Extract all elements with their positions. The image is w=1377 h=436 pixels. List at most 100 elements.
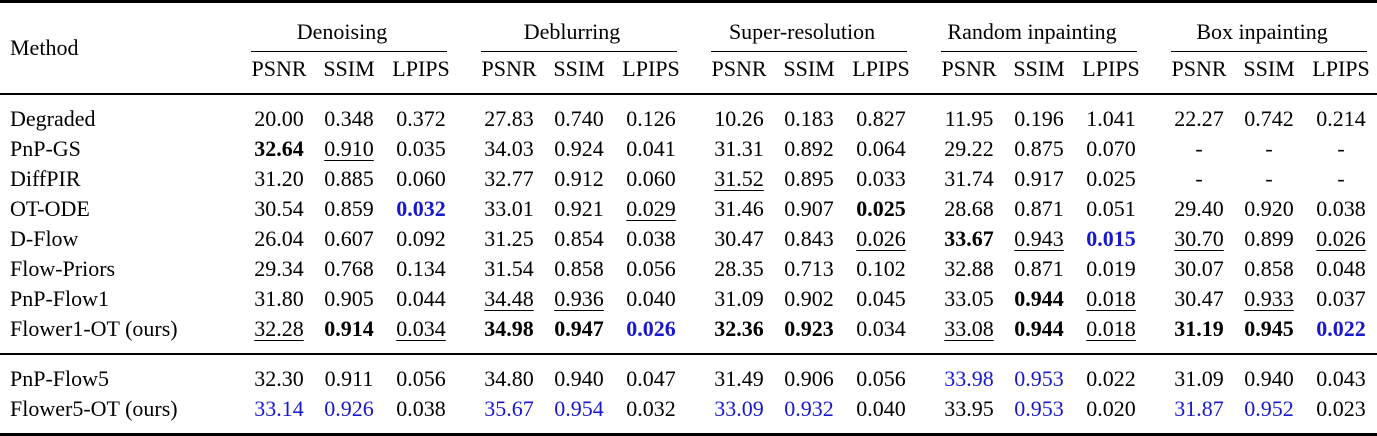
metric-value: 0.827 [856,106,906,131]
metric-value: 0.768 [324,256,374,281]
metric-value: 34.03 [484,136,534,161]
metric-cell: 34.80 [457,354,543,394]
metric-value: 0.940 [554,366,604,391]
metric-value: 0.932 [784,396,834,421]
table-row: D-Flow 26.04 0.607 0.092 31.25 0.854 0.038 30.4… [0,224,1377,254]
metric-value: 0.947 [554,316,604,341]
metric-value: 0.936 [554,286,604,311]
metric-value: 0.045 [856,286,906,311]
metric-cell: 33.67 [917,224,1003,254]
metric-value: 30.54 [254,196,304,221]
metric-cell: - [1233,134,1305,164]
group-underline-rule [711,51,908,52]
task-group-label: Box inpainting [1196,19,1328,44]
method-cell: Flower1-OT (ours) [10,316,178,341]
metric-cell: 0.043 [1305,354,1377,394]
metric-value: 33.67 [944,226,994,251]
metric-column-header: LPIPS [1082,56,1140,81]
metric-cell: 0.912 [543,164,615,194]
metric-cell: 0.911 [313,354,385,394]
metric-column-header: PSNR [481,56,537,81]
metric-cell: 31.20 [227,164,313,194]
metric-value: 0.032 [396,196,446,221]
metric-cell: 31.09 [1147,354,1233,394]
metric-cell: 0.947 [543,314,615,354]
metric-value: 0.019 [1086,256,1136,281]
metric-value: 32.30 [254,366,304,391]
metric-value: 0.892 [784,136,834,161]
metric-value: 20.00 [254,106,304,131]
metric-cell: 0.134 [385,254,457,284]
metric-cell: 33.08 [917,314,1003,354]
metric-cell: 0.943 [1003,224,1075,254]
method-cell: Flower5-OT (ours) [10,396,178,421]
metric-cell: 0.885 [313,164,385,194]
metric-value: 33.95 [944,396,994,421]
metric-value: 0.858 [554,256,604,281]
metric-cell: 31.31 [687,134,773,164]
metric-value: 0.921 [554,196,604,221]
metric-cell: 0.056 [845,354,917,394]
metric-cell: 35.67 [457,394,543,435]
metric-cell: 34.98 [457,314,543,354]
metric-value: 30.47 [1174,286,1224,311]
metric-cell: 30.70 [1147,224,1233,254]
metric-cell: - [1233,164,1305,194]
metric-cell: 30.07 [1147,254,1233,284]
metric-cell: 0.910 [313,134,385,164]
metric-cell: 0.907 [773,194,845,224]
metric-cell: 31.87 [1147,394,1233,435]
metric-cell: 0.037 [1305,284,1377,314]
metric-value: - [1265,136,1273,161]
metric-value: 0.060 [626,166,676,191]
metric-value: 0.607 [324,226,374,251]
metric-column-header: LPIPS [622,56,680,81]
metric-cell: 0.905 [313,284,385,314]
metric-cell: 32.30 [227,354,313,394]
metric-cell: 32.64 [227,134,313,164]
metric-value: 0.102 [856,256,906,281]
metric-value: 0.940 [1244,366,1294,391]
metric-value: 30.07 [1174,256,1224,281]
method-cell: Flow-Priors [10,256,116,281]
metric-column-header: LPIPS [392,56,450,81]
metric-value: 0.902 [784,286,834,311]
metric-value: 0.022 [1086,366,1136,391]
metric-cell: 0.827 [845,94,917,134]
metric-cell: 32.77 [457,164,543,194]
metric-cell: 0.740 [543,94,615,134]
metric-cell: 31.49 [687,354,773,394]
metric-value: 29.34 [254,256,304,281]
metric-value: 31.49 [714,366,764,391]
metric-column-header: LPIPS [852,56,910,81]
metric-cell: 0.923 [773,314,845,354]
metric-value: 0.064 [856,136,906,161]
metric-cell: 0.892 [773,134,845,164]
metric-cell: 33.05 [917,284,1003,314]
metric-cell: - [1305,134,1377,164]
metric-value: 0.871 [1014,196,1064,221]
metric-value: 33.08 [944,316,994,341]
metric-cell: 0.019 [1075,254,1147,284]
metric-value: 0.056 [396,366,446,391]
metric-cell: 0.035 [385,134,457,164]
metric-value: - [1195,166,1203,191]
metric-cell: 0.854 [543,224,615,254]
metric-cell: 0.060 [385,164,457,194]
group-underline-rule [941,51,1138,52]
metric-cell: 0.924 [543,134,615,164]
metric-cell: 0.023 [1305,394,1377,435]
metric-cell: 0.056 [615,254,687,284]
metric-value: 0.917 [1014,166,1064,191]
metric-value: 31.54 [484,256,534,281]
group-header-row: Method Denoising Deblurring Super-resoluti… [0,2,1377,60]
metric-value: 1.041 [1086,106,1136,131]
metric-value: 0.025 [1086,166,1136,191]
metric-value: 0.018 [1086,286,1136,311]
metric-value: 34.80 [484,366,534,391]
metric-cell: 28.35 [687,254,773,284]
metric-value: 32.36 [714,316,764,341]
metric-value: - [1265,166,1273,191]
metric-value: 0.022 [1316,316,1366,341]
metric-cell: 0.871 [1003,254,1075,284]
